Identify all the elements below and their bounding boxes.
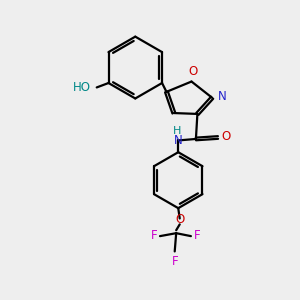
Text: N: N [174, 134, 183, 147]
Text: N: N [218, 90, 226, 103]
Text: O: O [176, 213, 185, 226]
Text: HO: HO [73, 81, 91, 94]
Text: O: O [221, 130, 230, 142]
Text: F: F [194, 229, 200, 242]
Text: H: H [172, 126, 181, 136]
Text: F: F [171, 255, 178, 268]
Text: O: O [188, 65, 198, 78]
Text: F: F [150, 229, 157, 242]
